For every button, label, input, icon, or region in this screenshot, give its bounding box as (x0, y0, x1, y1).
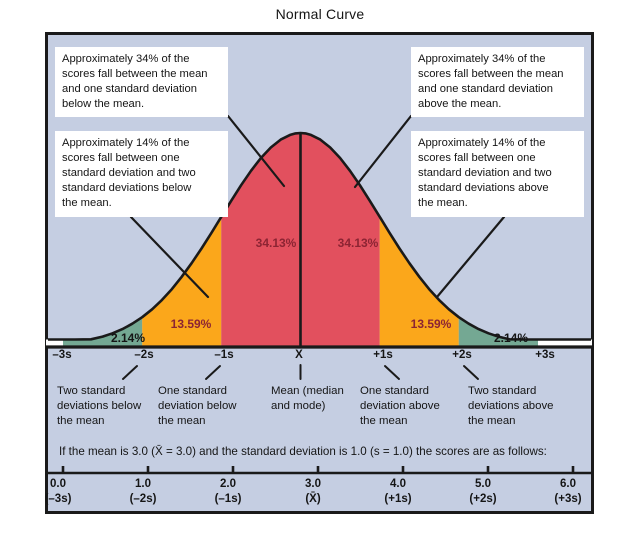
score-value: 6.0 (559, 478, 576, 490)
sd-label-plus1s: +1s (373, 349, 393, 361)
sd-desc-plus1s: One standard deviation above the mean (360, 385, 440, 427)
sd-desc-minus1s: One standard deviation below the mean (158, 385, 237, 427)
area-label-34p13-right: 34.13% (337, 236, 379, 250)
score-value: 5.0 (474, 478, 491, 490)
area-label-34p13-left: 34.13% (255, 236, 297, 250)
callout-line-14-right (435, 215, 506, 299)
axis-pointer-ticks (122, 364, 479, 380)
score-value: 2.0 (219, 478, 236, 490)
score-sd: (+2s) (469, 492, 497, 505)
callout-line-34-left (226, 114, 286, 188)
pointer-tick-plus2s (463, 365, 479, 380)
score-label-6: 6.0 (+3s) (554, 477, 581, 506)
callout-box-34-below: Approximately 34% of the scores fall bet… (55, 47, 228, 117)
pointer-tick-plus1s (384, 365, 400, 380)
callout-box-14-below: Approximately 14% of the scores fall bet… (55, 131, 228, 217)
page-title: Normal Curve (275, 6, 365, 22)
scores-note: If the mean is 3.0 (X̄ = 3.0) and the st… (59, 445, 547, 458)
score-value: 0.0 (49, 478, 66, 490)
curve-outline (48, 131, 591, 341)
callout-box-34-above: Approximately 34% of the scores fall bet… (411, 47, 584, 117)
score-label-0: 0.0 (–3s) (45, 477, 72, 506)
callout-line-14-left (129, 215, 210, 299)
score-sd: (–2s) (129, 492, 157, 505)
sd-label-plus2s: +2s (452, 349, 472, 361)
score-label-4: 4.0 (+1s) (384, 477, 411, 506)
area-label-2p14-left: 2.14% (110, 331, 146, 345)
callout-line-34-right (353, 114, 413, 189)
score-label-5: 5.0 (+2s) (469, 477, 496, 506)
area-label-13p59-right: 13.59% (410, 317, 452, 331)
score-sd: (–1s) (214, 492, 242, 505)
score-value: 1.0 (134, 478, 151, 490)
sd-label-mean: X̄ (295, 349, 303, 361)
score-sd: (+3s) (554, 492, 582, 505)
region-right-tail-white (538, 339, 592, 348)
callout-box-14-above: Approximately 14% of the scores fall bet… (411, 131, 584, 217)
pointer-tick-minus2s (122, 365, 138, 380)
score-sd: (+1s) (384, 492, 412, 505)
score-sd: (X̄) (305, 492, 321, 505)
score-value: 4.0 (389, 478, 406, 490)
score-value: 3.0 (305, 478, 321, 490)
score-scale-ticks (61, 466, 575, 473)
sd-label-minus3s: –3s (52, 349, 72, 361)
sd-desc-mean: Mean (median and mode) (271, 385, 344, 412)
area-label-13p59-left: 13.59% (170, 317, 212, 331)
pointer-tick-minus1s (205, 365, 221, 380)
sd-desc-minus2s: Two standard deviations below the mean (57, 385, 142, 427)
callout-lines (129, 114, 506, 299)
sd-label-minus2s: –2s (134, 349, 154, 361)
sd-desc-plus2s: Two standard deviations above the mean (468, 385, 554, 427)
score-label-2: 2.0 (–1s) (215, 477, 242, 506)
score-label-3: 3.0 (X̄) (305, 477, 321, 506)
sd-label-plus3s: +3s (535, 349, 555, 361)
sd-label-minus1s: –1s (214, 349, 234, 361)
region-left-tail-white (46, 339, 63, 348)
area-label-2p14-right: 2.14% (493, 331, 529, 345)
score-sd: (–3s) (44, 492, 72, 505)
score-label-1: 1.0 (–2s) (130, 477, 157, 506)
